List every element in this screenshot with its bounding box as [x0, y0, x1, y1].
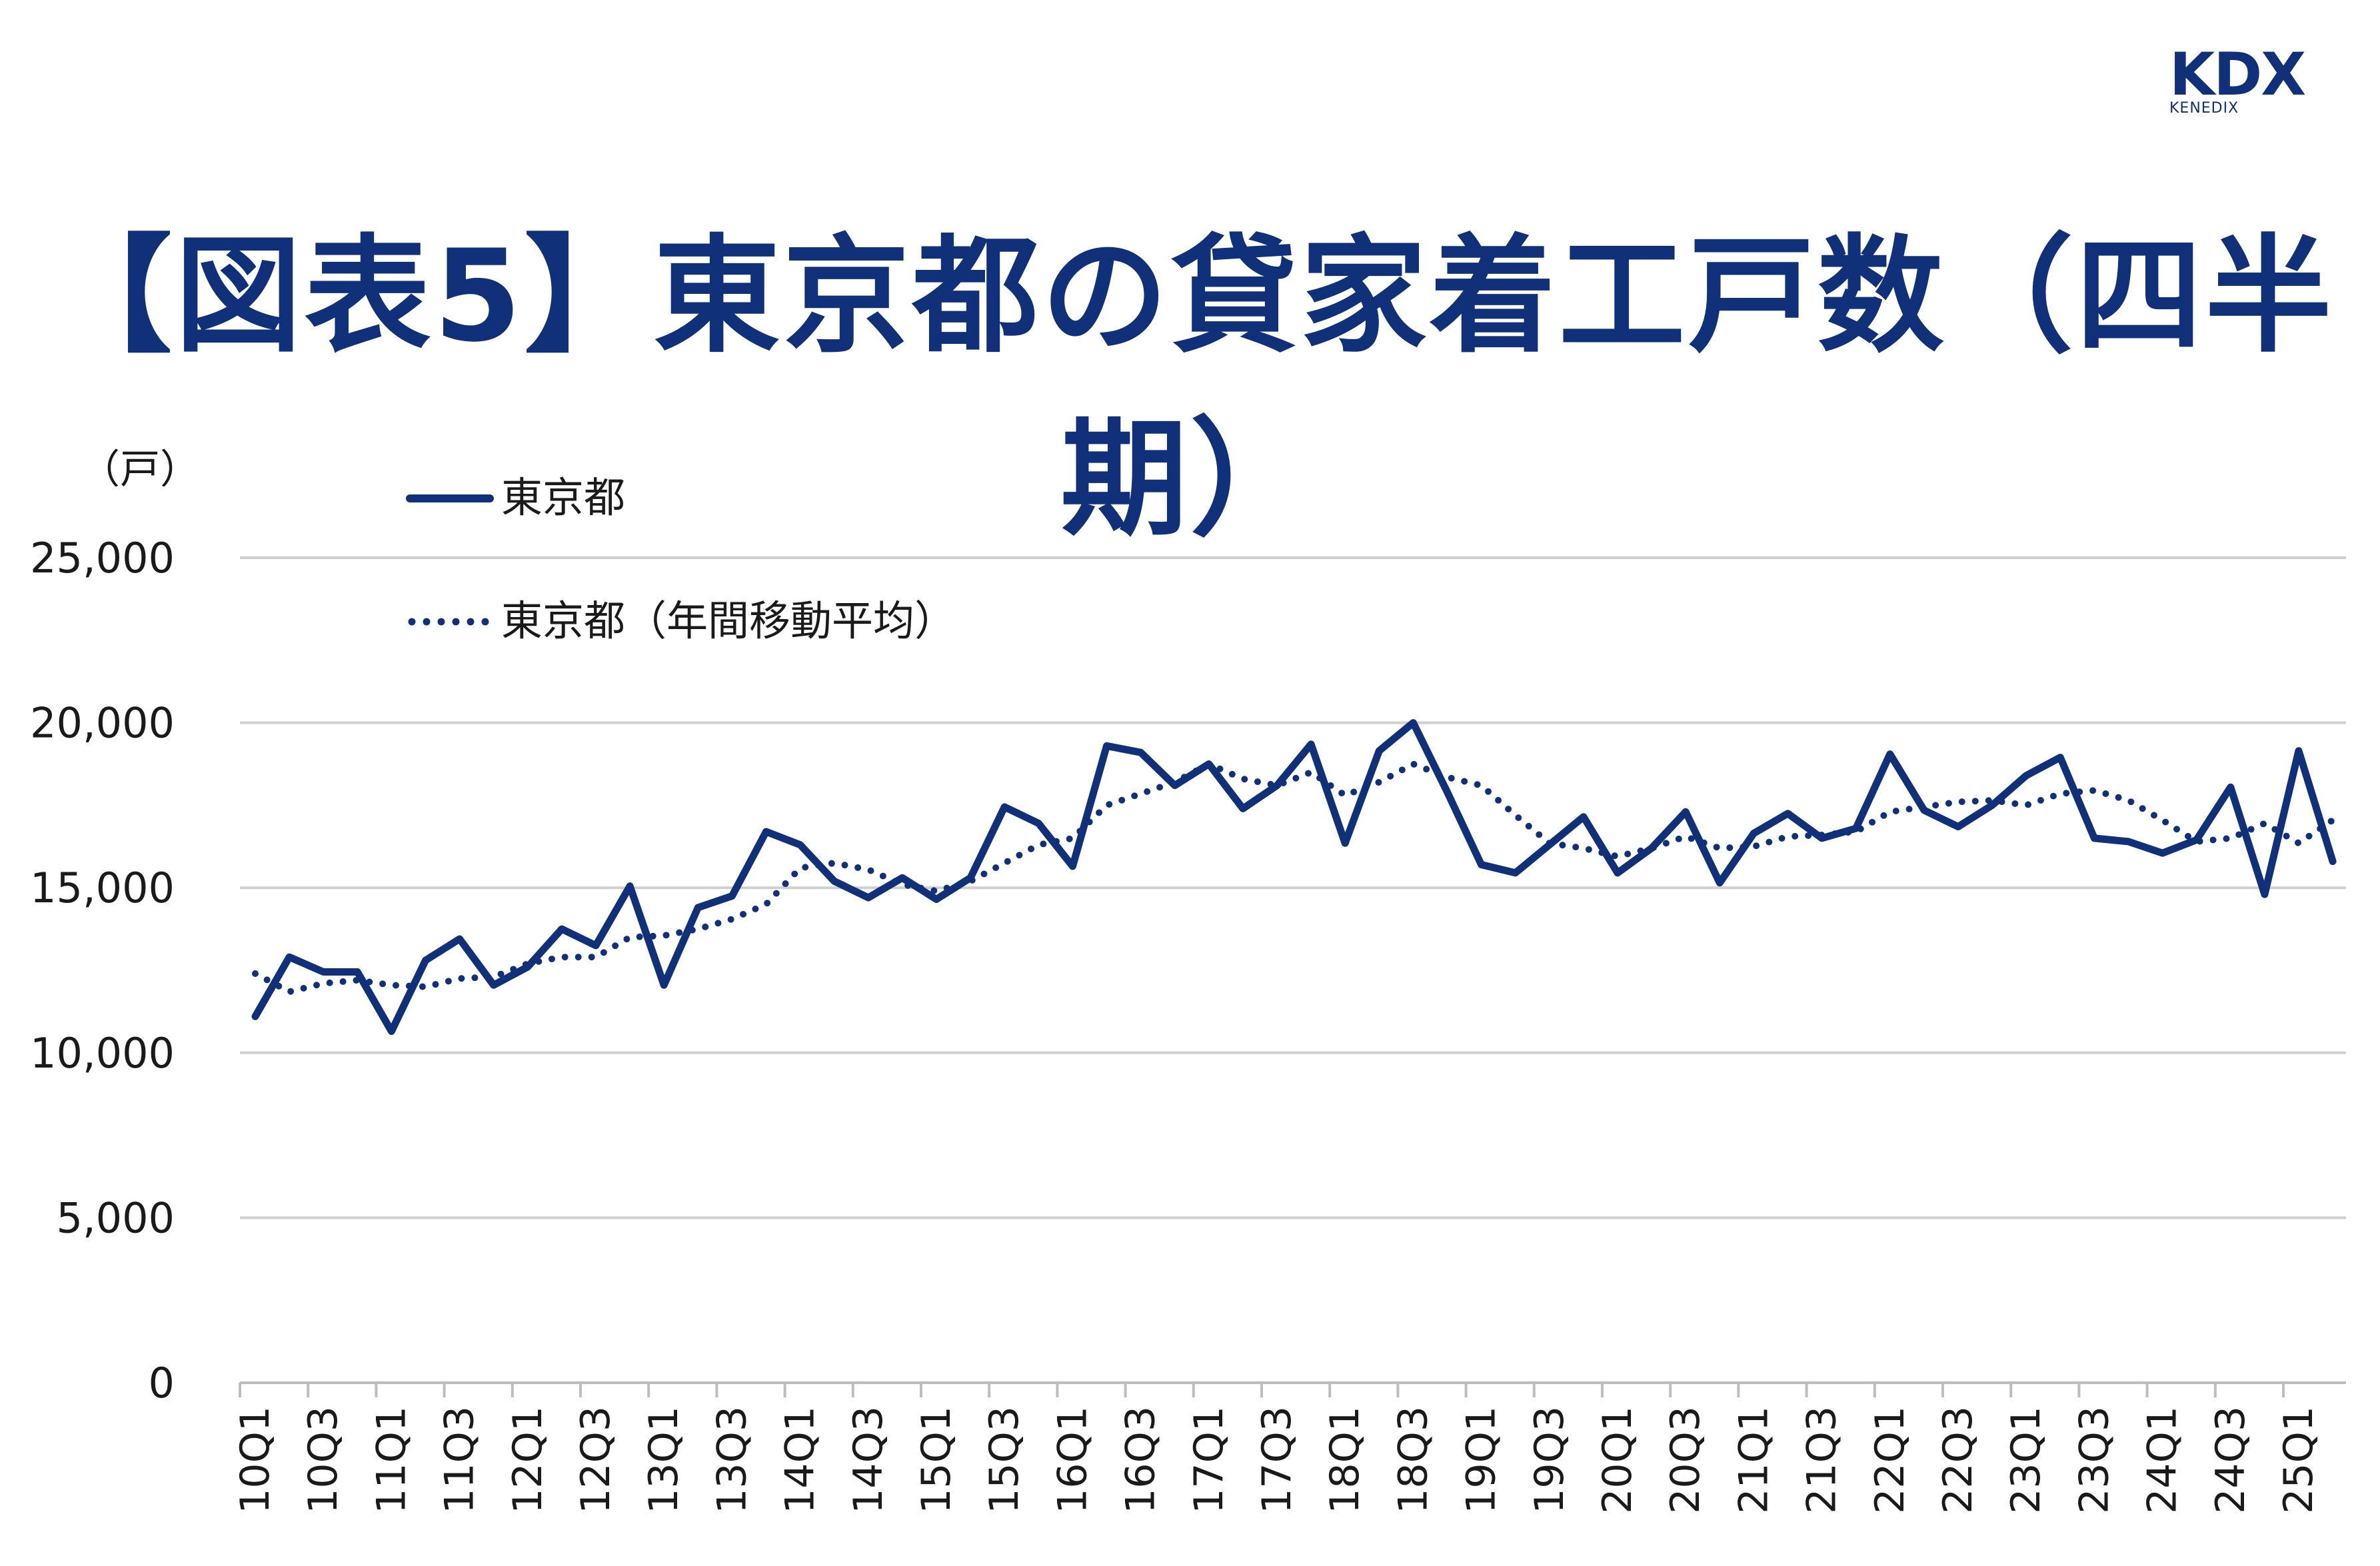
y-tick-label: 25,000: [30, 534, 175, 582]
x-tick-label: 15Q1: [913, 1406, 960, 1514]
x-tick-label: 23Q3: [2071, 1406, 2117, 1514]
x-tick-label: 18Q3: [1390, 1406, 1436, 1514]
x-axis: [239, 1381, 2346, 1397]
y-tick-label: 15,000: [30, 864, 175, 912]
x-tick-label: 19Q1: [1458, 1406, 1505, 1514]
legend-label-tokyo: 東京都: [501, 473, 625, 522]
page-title: 【図表5】東京都の貸家着工戸数（四半期）: [45, 223, 2335, 553]
x-tick-label: 10Q1: [232, 1406, 279, 1514]
x-tick-label: 12Q3: [573, 1406, 619, 1514]
series-line-tokyo: [251, 719, 2337, 1036]
y-tick-label: 0: [149, 1359, 175, 1407]
x-tick-label: 20Q1: [1594, 1406, 1641, 1514]
x-tick-label: 23Q1: [2003, 1406, 2049, 1514]
y-axis-label: （戸）: [80, 446, 200, 493]
legend: 東京都 東京都（年間移動平均）: [406, 473, 956, 645]
y-tick-labels: 0 5,000 10,000 15,000 20,000 25,000: [30, 534, 175, 1407]
series-layer: [251, 719, 2337, 1036]
x-tick-labels: 10Q1 10Q3 11Q1 11Q3 12Q1 12Q3 13Q1 13Q3 14Q1 14Q3…: [232, 1406, 2322, 1514]
x-tick-label: 25Q1: [2275, 1406, 2322, 1514]
series-line-tokyo-moving-average: [252, 760, 2337, 996]
grid-lines: [240, 556, 2346, 1219]
x-tick-label: 14Q1: [777, 1406, 824, 1514]
x-tick-label: 21Q3: [1799, 1406, 1845, 1514]
x-tick-label: 12Q1: [505, 1406, 551, 1514]
y-tick-label: 10,000: [30, 1029, 175, 1078]
legend-label-tokyo-moving-average: 東京都（年間移動平均）: [501, 596, 956, 645]
x-tick-label: 11Q1: [368, 1406, 415, 1514]
x-tick-label: 24Q3: [2207, 1406, 2254, 1514]
y-tick-label: 20,000: [30, 699, 175, 748]
x-tick-label: 11Q3: [437, 1406, 483, 1514]
x-tick-label: 15Q3: [981, 1406, 1028, 1514]
x-tick-label: 24Q1: [2139, 1406, 2186, 1514]
x-tick-label: 19Q3: [1526, 1406, 1573, 1514]
x-tick-label: 13Q3: [708, 1406, 755, 1514]
x-tick-label: 22Q1: [1867, 1406, 1913, 1514]
logo-text: KDX: [2169, 40, 2306, 109]
x-tick-label: 17Q1: [1186, 1406, 1232, 1514]
x-tick-label: 10Q3: [300, 1406, 347, 1514]
x-tick-label: 20Q3: [1662, 1406, 1709, 1514]
logo-subtext: KENEDIX: [2169, 100, 2239, 117]
x-tick-label: 22Q3: [1935, 1406, 1981, 1514]
x-tick-label: 21Q1: [1730, 1406, 1777, 1514]
y-tick-label: 5,000: [57, 1193, 175, 1242]
kdx-logo: KDX KENEDIX: [2169, 40, 2329, 117]
x-tick-label: 18Q1: [1322, 1406, 1368, 1514]
x-tick-label: 16Q3: [1118, 1406, 1164, 1514]
x-tick-label: 17Q3: [1254, 1406, 1300, 1514]
x-tick-label: 14Q3: [845, 1406, 892, 1514]
x-tick-label: 16Q1: [1049, 1406, 1096, 1514]
x-tick-label: 13Q1: [640, 1406, 687, 1514]
